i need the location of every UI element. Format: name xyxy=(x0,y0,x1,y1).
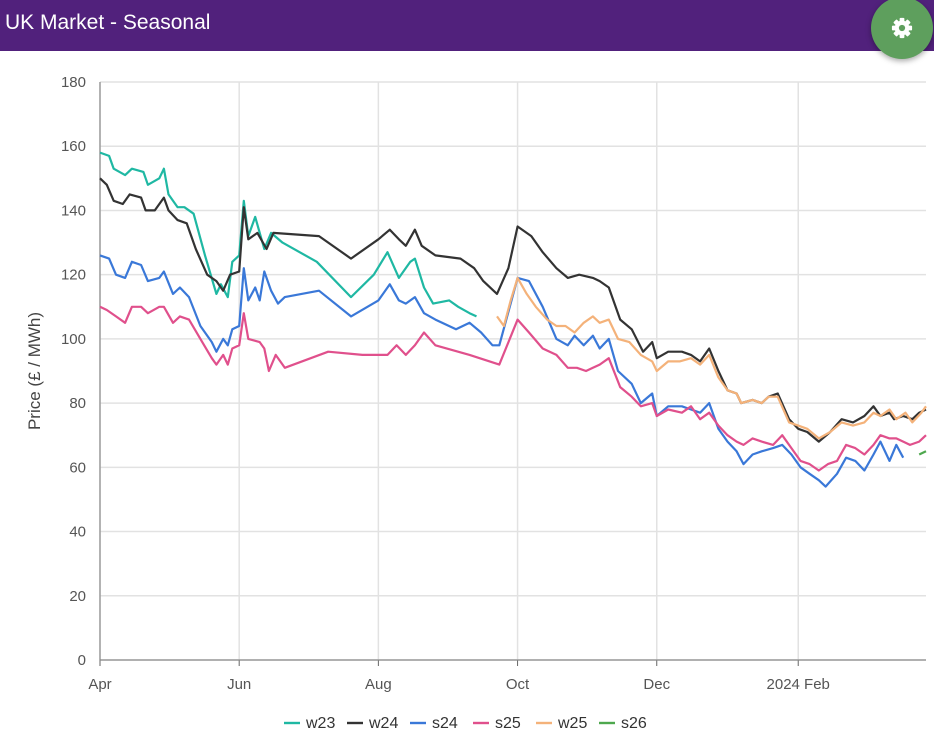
x-tick-label: Aug xyxy=(365,676,392,693)
y-tick-label: 120 xyxy=(61,267,86,284)
x-tick-label: Apr xyxy=(88,676,111,693)
y-tick-label: 80 xyxy=(69,395,86,412)
legend-label-s24: s24 xyxy=(432,715,458,732)
legend-label-s25: s25 xyxy=(495,715,521,732)
x-tick-label: 2024 Feb xyxy=(767,676,830,693)
y-tick-label: 20 xyxy=(69,588,86,605)
chart-area: 0 20 40 60 80 100 120 140 160 180 Apr Jun Aug Oct Dec 2… xyxy=(0,51,934,748)
legend-label-w23: w23 xyxy=(305,715,335,732)
y-tick-label: 0 xyxy=(78,652,86,669)
y-tick-label: 60 xyxy=(69,459,86,476)
y-tick-label: 40 xyxy=(69,524,86,541)
gear-icon xyxy=(891,17,913,39)
seasonal-price-chart: 0 20 40 60 80 100 120 140 160 180 Apr Jun Aug Oct Dec 2… xyxy=(25,74,927,732)
x-tick-label: Jun xyxy=(227,676,251,693)
y-tick-label: 100 xyxy=(61,331,86,348)
x-tick-label: Dec xyxy=(643,676,670,693)
app-header: UK Market - Seasonal xyxy=(0,0,934,59)
series-line-s26 xyxy=(918,450,927,456)
series-line-s24 xyxy=(99,254,905,488)
page-title: UK Market - Seasonal xyxy=(5,11,211,34)
settings-button[interactable] xyxy=(871,0,933,59)
x-tick-label: Oct xyxy=(506,676,530,693)
y-tick-label: 180 xyxy=(61,74,86,91)
legend-label-w25: w25 xyxy=(557,715,587,732)
series-line-s25 xyxy=(99,305,927,472)
y-tick-label: 140 xyxy=(61,202,86,219)
y-axis-title: Price (£ / MWh) xyxy=(25,312,44,430)
series-line-w24 xyxy=(99,177,927,443)
legend-label-w24: w24 xyxy=(368,715,398,732)
legend-label-s26: s26 xyxy=(621,715,647,732)
series-line-w25 xyxy=(496,276,927,440)
y-tick-label: 160 xyxy=(61,138,86,155)
